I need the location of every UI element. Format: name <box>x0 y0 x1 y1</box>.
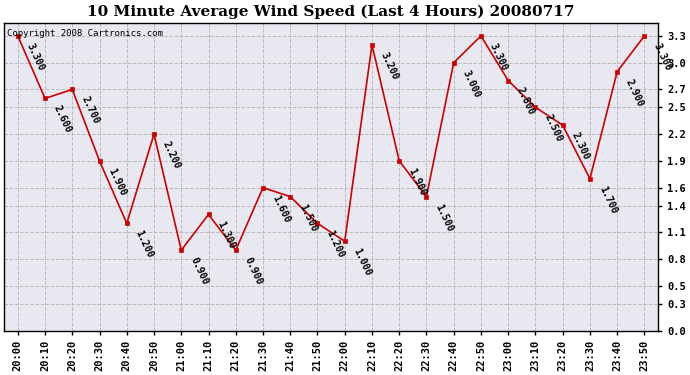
Text: 3.300: 3.300 <box>651 42 673 72</box>
Text: 1.900: 1.900 <box>406 166 428 197</box>
Text: 2.500: 2.500 <box>542 113 564 144</box>
Text: 1.300: 1.300 <box>215 220 237 251</box>
Text: 2.900: 2.900 <box>624 77 646 108</box>
Text: 2.800: 2.800 <box>515 86 537 117</box>
Text: 3.200: 3.200 <box>379 50 400 81</box>
Text: 1.200: 1.200 <box>134 229 155 260</box>
Text: 2.300: 2.300 <box>570 131 591 162</box>
Text: Copyright 2008 Cartronics.com: Copyright 2008 Cartronics.com <box>8 28 164 38</box>
Text: 3.300: 3.300 <box>488 42 509 72</box>
Text: 0.900: 0.900 <box>243 256 264 286</box>
Text: 2.600: 2.600 <box>52 104 73 135</box>
Text: 3.300: 3.300 <box>25 42 46 72</box>
Text: 1.500: 1.500 <box>297 202 319 233</box>
Text: 1.600: 1.600 <box>270 193 291 224</box>
Text: 1.500: 1.500 <box>433 202 455 233</box>
Text: 1.200: 1.200 <box>324 229 346 260</box>
Text: 1.000: 1.000 <box>352 247 373 278</box>
Text: 1.900: 1.900 <box>106 166 128 197</box>
Title: 10 Minute Average Wind Speed (Last 4 Hours) 20080717: 10 Minute Average Wind Speed (Last 4 Hou… <box>88 4 575 18</box>
Text: 0.900: 0.900 <box>188 256 210 286</box>
Text: 2.700: 2.700 <box>79 95 101 126</box>
Text: 3.000: 3.000 <box>461 68 482 99</box>
Text: 2.200: 2.200 <box>161 140 182 171</box>
Text: 1.700: 1.700 <box>597 184 618 215</box>
